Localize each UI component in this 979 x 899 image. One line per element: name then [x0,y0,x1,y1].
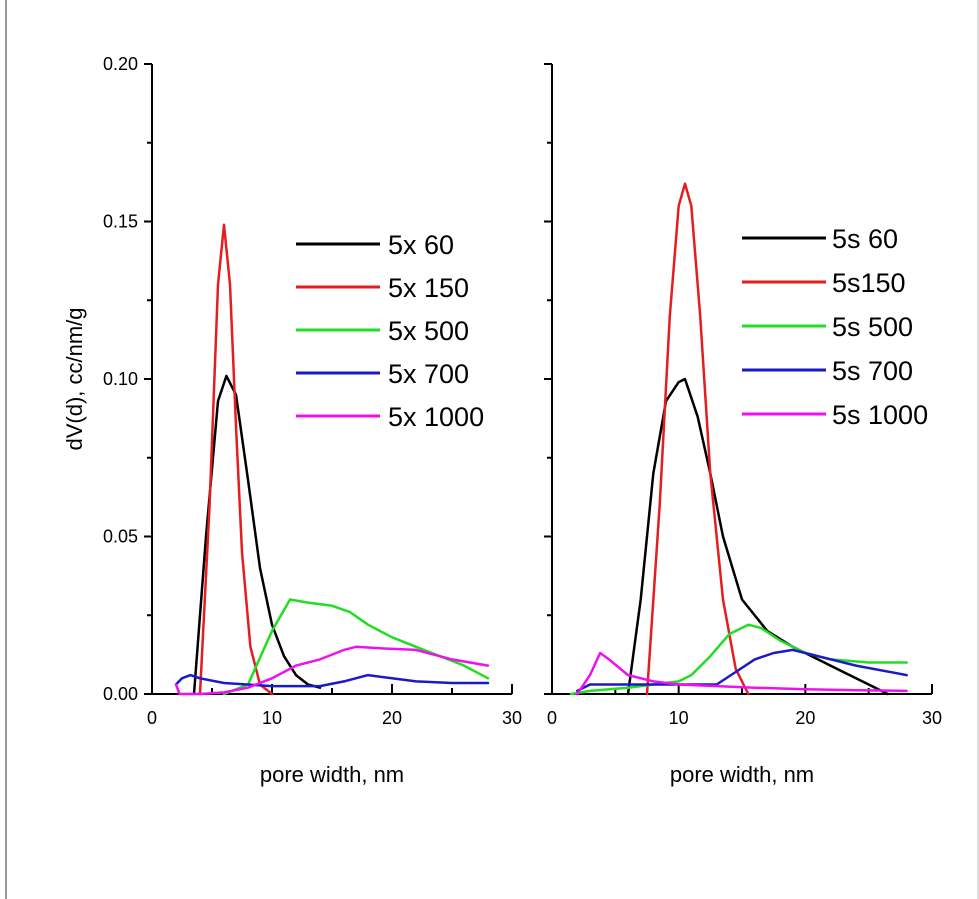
series-line-3 [174,673,490,688]
x-tick-label: 20 [382,708,402,728]
legend-label: 5s 60 [832,224,898,254]
series-line-0 [192,374,322,696]
x-tick-label: 30 [922,708,942,728]
x-tick-label: 10 [669,708,689,728]
series-line-4 [576,651,908,696]
legend-label: 5x 700 [388,359,469,389]
legend-label: 5s 700 [832,356,913,386]
legend-label: 5s 500 [832,312,913,342]
y-axis-title: dV(d), cc/nm/g [62,307,87,450]
series-line-4 [174,645,490,696]
legend-label: 5s 1000 [832,400,928,430]
x-axis-title: pore width, nm [260,762,404,787]
series-line-1 [645,182,750,696]
left-panel: 0 10 20 30 0.00 0.05 0.10 0.15 0.20 pore width, n… [62,54,522,787]
y-tick-label: 0.05 [103,527,138,547]
x-axis-title: pore width, nm [670,762,814,787]
y-tick-label: 0.00 [103,684,138,704]
x-tick-label: 20 [795,708,815,728]
series-line-0 [626,377,889,696]
x-tick-label: 10 [262,708,282,728]
right-panel: 0 10 20 30 pore width, nm 5s 60 5s150 5s 500 5s … [544,63,942,787]
x-tick-label: 30 [502,708,522,728]
y-tick-label: 0.15 [103,212,138,232]
series-line-3 [576,648,908,693]
legend-label: 5x 150 [388,273,469,303]
y-tick-label: 0.10 [103,369,138,389]
legend-label: 5s150 [832,268,906,298]
legend-label: 5x 1000 [388,402,484,432]
x-tick-label: 0 [547,708,557,728]
series-line-1 [198,223,274,696]
y-tick-label: 0.20 [103,54,138,74]
legend-label: 5x 60 [388,230,454,260]
legend-label: 5x 500 [388,316,469,346]
x-tick-label: 0 [147,708,157,728]
